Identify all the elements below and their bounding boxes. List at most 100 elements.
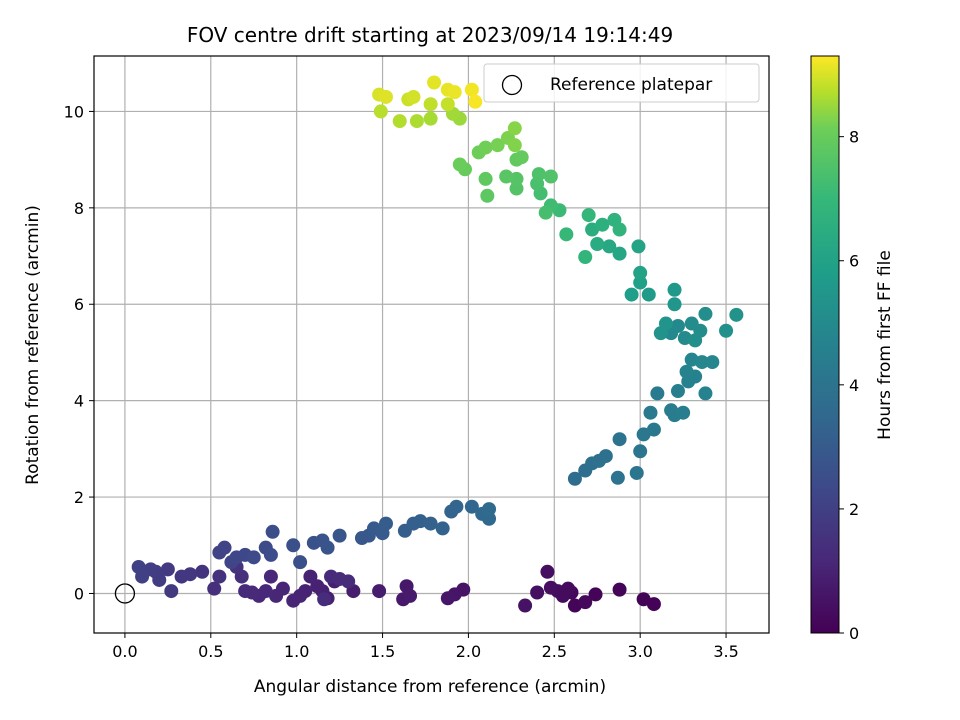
- data-point: [612, 246, 627, 261]
- legend-entry-reference: Reference platepar: [550, 75, 712, 95]
- grid-lines: [94, 56, 769, 633]
- data-point: [160, 562, 175, 577]
- data-point: [427, 75, 442, 90]
- x-tick-label: 2.0: [456, 642, 481, 661]
- data-point: [263, 547, 278, 562]
- data-point: [514, 150, 529, 165]
- data-point: [373, 104, 388, 119]
- data-point: [332, 528, 347, 543]
- data-point: [633, 265, 648, 280]
- data-point: [310, 579, 325, 594]
- data-point: [612, 432, 627, 447]
- colorbar-ticks: 0 2 4 6 8: [839, 128, 859, 643]
- data-point: [531, 167, 546, 182]
- data-point: [538, 205, 553, 220]
- data-point: [559, 227, 574, 242]
- y-tick-label: 2: [74, 488, 84, 507]
- data-point: [670, 318, 685, 333]
- y-axis-label: Rotation from reference (arcmin): [23, 205, 43, 485]
- data-point: [449, 499, 464, 514]
- data-point: [464, 499, 479, 514]
- data-point: [423, 516, 438, 531]
- data-point: [643, 405, 658, 420]
- data-point: [641, 287, 656, 302]
- data-point: [705, 355, 720, 370]
- data-point: [719, 323, 734, 338]
- data-point: [698, 306, 713, 321]
- x-axis-ticks: 0.0 0.5 1.0 1.5 2.0 2.5 3.0 3.5: [112, 633, 739, 661]
- data-point: [698, 386, 713, 401]
- data-point: [478, 140, 493, 155]
- data-point: [518, 598, 533, 613]
- data-point: [320, 540, 335, 555]
- data-point: [293, 555, 308, 570]
- colorbar: 0 2 4 6 8 Hours from first FF file: [810, 55, 895, 643]
- data-point: [610, 470, 625, 485]
- data-point: [658, 316, 673, 331]
- data-point: [195, 564, 210, 579]
- data-point: [435, 521, 450, 536]
- colorbar-tick-label: 4: [849, 376, 859, 395]
- data-point: [540, 564, 555, 579]
- data-point: [265, 524, 280, 539]
- data-point: [509, 181, 524, 196]
- x-tick-label: 1.5: [370, 642, 395, 661]
- data-point: [588, 587, 603, 602]
- data-point: [555, 588, 570, 603]
- data-point: [263, 569, 278, 584]
- data-point: [598, 449, 613, 464]
- colorbar-tick-label: 2: [849, 500, 859, 519]
- data-point: [238, 584, 253, 599]
- y-tick-label: 8: [74, 199, 84, 218]
- data-point: [406, 89, 421, 104]
- data-point: [595, 217, 610, 232]
- data-point: [633, 444, 648, 459]
- legend-box: [483, 63, 760, 103]
- data-point: [667, 297, 682, 312]
- y-tick-label: 0: [74, 584, 84, 603]
- data-point: [590, 236, 605, 251]
- data-point: [478, 171, 493, 186]
- data-point: [679, 364, 694, 379]
- data-point: [217, 540, 232, 555]
- colorbar-label: Hours from first FF file: [875, 250, 895, 440]
- data-point: [440, 591, 455, 606]
- data-point: [131, 559, 146, 574]
- data-point: [286, 593, 301, 608]
- data-point: [581, 208, 596, 223]
- data-point: [372, 584, 387, 599]
- data-point: [378, 89, 393, 104]
- plot-frame: [93, 55, 770, 634]
- data-point: [636, 592, 651, 607]
- data-point: [507, 121, 522, 136]
- data-points: [114, 75, 744, 613]
- reference-marker: [114, 583, 136, 604]
- data-point: [567, 471, 582, 486]
- data-point: [174, 569, 189, 584]
- x-tick-label: 1.0: [284, 642, 309, 661]
- data-point: [543, 580, 558, 595]
- data-point: [164, 584, 179, 599]
- data-point: [440, 97, 455, 112]
- data-point: [530, 585, 545, 600]
- colorbar-gradient: [810, 55, 840, 634]
- data-point: [409, 114, 424, 129]
- data-point: [317, 592, 332, 607]
- data-point: [423, 111, 438, 126]
- x-axis-label: Angular distance from reference (arcmin): [254, 677, 606, 697]
- legend: Reference platepar: [483, 63, 760, 103]
- data-point: [468, 94, 483, 109]
- data-point: [695, 355, 710, 370]
- x-tick-label: 3.5: [713, 642, 738, 661]
- data-point: [482, 511, 497, 526]
- data-point: [423, 97, 438, 112]
- data-point: [207, 581, 222, 596]
- chart-title: FOV centre drift starting at 2023/09/14 …: [187, 23, 673, 47]
- x-tick-label: 0.0: [112, 642, 137, 661]
- data-point: [729, 307, 744, 322]
- data-point: [631, 239, 646, 254]
- data-point: [667, 282, 682, 297]
- data-point: [452, 157, 467, 172]
